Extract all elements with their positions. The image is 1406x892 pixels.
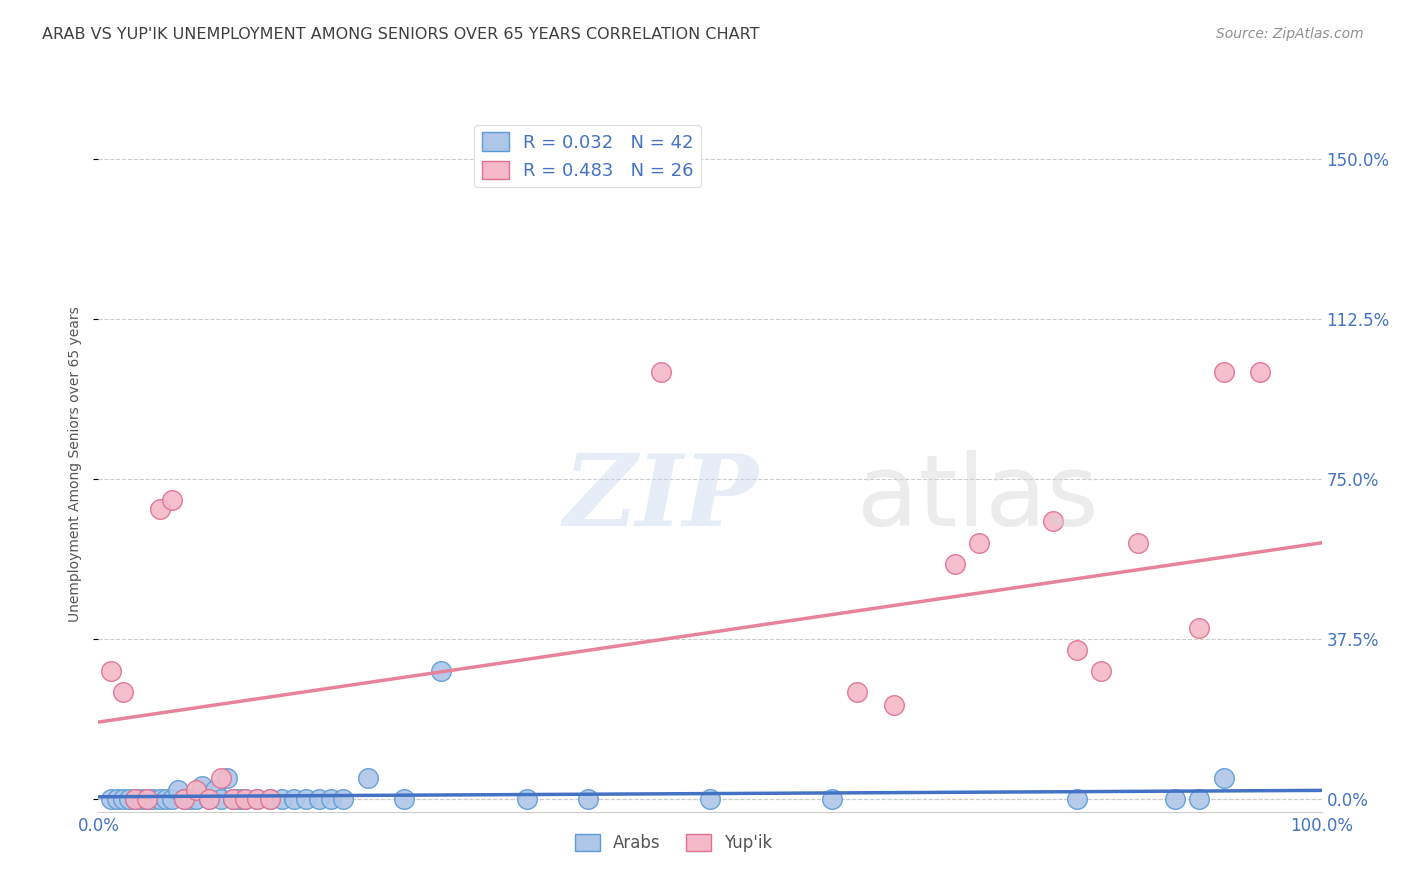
Point	[943, 557, 966, 571]
Point	[259, 792, 281, 806]
Point	[1164, 792, 1187, 806]
Text: ARAB VS YUP'IK UNEMPLOYMENT AMONG SENIORS OVER 65 YEARS CORRELATION CHART: ARAB VS YUP'IK UNEMPLOYMENT AMONG SENIOR…	[42, 27, 759, 42]
Point	[1188, 621, 1211, 635]
Point	[319, 792, 342, 806]
Point	[308, 792, 330, 806]
Point	[576, 792, 599, 806]
Point	[1090, 664, 1112, 678]
Point	[295, 792, 318, 806]
Point	[136, 792, 159, 806]
Point	[100, 664, 122, 678]
Point	[246, 792, 269, 806]
Point	[1250, 365, 1272, 379]
Point	[111, 685, 134, 699]
Text: Source: ZipAtlas.com: Source: ZipAtlas.com	[1216, 27, 1364, 41]
Point	[516, 792, 538, 806]
Point	[167, 783, 190, 797]
Point	[845, 685, 868, 699]
Point	[967, 536, 990, 550]
Point	[136, 792, 159, 806]
Point	[246, 792, 269, 806]
Point	[699, 792, 721, 806]
Point	[209, 771, 232, 785]
Point	[1042, 515, 1064, 529]
Point	[105, 792, 128, 806]
Point	[191, 779, 214, 793]
Point	[233, 792, 256, 806]
Point	[197, 792, 219, 806]
Point	[118, 792, 141, 806]
Point	[259, 792, 281, 806]
Y-axis label: Unemployment Among Seniors over 65 years: Unemployment Among Seniors over 65 years	[69, 306, 83, 622]
Point	[233, 792, 256, 806]
Point	[186, 783, 208, 797]
Point	[215, 771, 238, 785]
Point	[179, 792, 201, 806]
Point	[149, 501, 172, 516]
Point	[129, 792, 152, 806]
Point	[100, 792, 122, 806]
Point	[1066, 642, 1088, 657]
Legend: Arabs, Yup'ik: Arabs, Yup'ik	[568, 828, 779, 859]
Point	[1212, 365, 1234, 379]
Point	[173, 792, 195, 806]
Point	[222, 792, 245, 806]
Point	[821, 792, 844, 806]
Point	[270, 792, 294, 806]
Point	[883, 698, 905, 712]
Point	[149, 792, 172, 806]
Point	[1128, 536, 1150, 550]
Point	[228, 792, 250, 806]
Point	[155, 792, 177, 806]
Point	[173, 792, 195, 806]
Point	[124, 792, 146, 806]
Point	[160, 792, 183, 806]
Point	[430, 664, 453, 678]
Point	[283, 792, 305, 806]
Point	[222, 792, 245, 806]
Point	[111, 792, 134, 806]
Point	[332, 792, 354, 806]
Point	[356, 771, 378, 785]
Point	[204, 783, 226, 797]
Point	[197, 792, 219, 806]
Point	[392, 792, 416, 806]
Point	[1212, 771, 1234, 785]
Text: ZIP: ZIP	[564, 450, 758, 547]
Point	[142, 792, 165, 806]
Point	[1066, 792, 1088, 806]
Text: atlas: atlas	[856, 450, 1098, 547]
Point	[186, 792, 208, 806]
Point	[209, 792, 232, 806]
Point	[124, 792, 146, 806]
Point	[1188, 792, 1211, 806]
Point	[650, 365, 672, 379]
Point	[160, 493, 183, 508]
